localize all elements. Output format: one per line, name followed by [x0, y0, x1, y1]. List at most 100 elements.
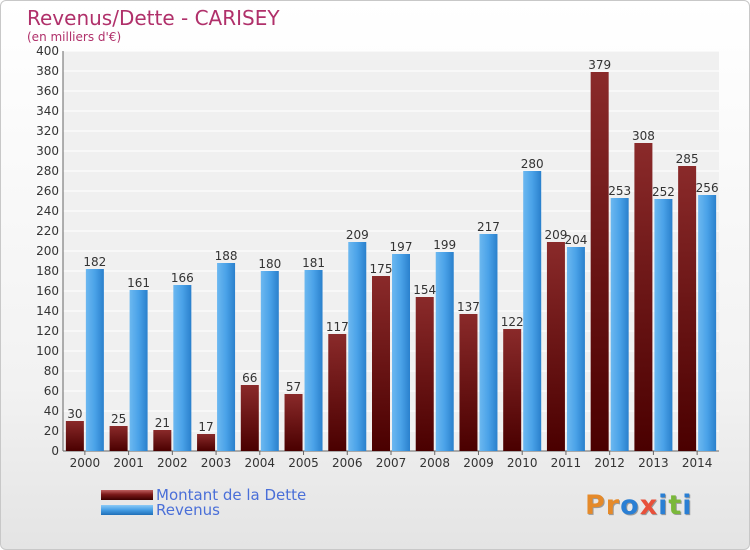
data-label-revenus: 199 [433, 238, 456, 252]
data-label-dette: 117 [326, 320, 349, 334]
x-tick-label: 2003 [201, 456, 232, 470]
bar-dette [65, 421, 84, 451]
y-tick-label: 240 [36, 204, 59, 218]
data-label-dette: 137 [457, 300, 480, 314]
bar-dette [459, 314, 478, 451]
x-tick-label: 2013 [638, 456, 669, 470]
data-label-revenus: 204 [564, 233, 587, 247]
legend-swatch-revenus [101, 505, 153, 515]
y-tick-label: 80 [44, 364, 59, 378]
data-label-revenus: 197 [390, 240, 413, 254]
data-label-revenus: 188 [215, 249, 238, 263]
x-tick-label: 2011 [551, 456, 582, 470]
data-label-dette: 25 [111, 412, 126, 426]
data-label-revenus: 256 [696, 181, 719, 195]
data-label-revenus: 280 [521, 157, 544, 171]
bar-revenus [260, 271, 279, 451]
legend-label-dette: Montant de la Dette [156, 486, 307, 504]
bar-dette [546, 242, 565, 451]
bar-dette [109, 426, 128, 451]
data-label-revenus: 181 [302, 256, 325, 270]
data-label-dette: 209 [544, 228, 567, 242]
bar-revenus [217, 263, 236, 451]
bar-revenus [348, 242, 367, 451]
bar-dette [634, 143, 653, 451]
y-tick-label: 140 [36, 304, 59, 318]
data-label-revenus: 180 [258, 257, 281, 271]
bar-revenus [479, 234, 498, 451]
chart-title: Revenus/Dette - CARISEY [27, 6, 280, 30]
data-label-revenus: 217 [477, 220, 500, 234]
bar-dette [503, 329, 522, 451]
bar-dette [240, 385, 259, 451]
x-tick-label: 2009 [463, 456, 494, 470]
bar-dette [678, 166, 697, 451]
bar-revenus [523, 171, 542, 451]
y-tick-label: 160 [36, 284, 59, 298]
x-tick-label: 2002 [157, 456, 188, 470]
legend-label-revenus: Revenus [156, 501, 220, 519]
y-tick-label: 400 [36, 44, 59, 58]
bar-dette [415, 297, 434, 451]
y-tick-label: 120 [36, 324, 59, 338]
y-tick-label: 280 [36, 164, 59, 178]
y-tick-label: 100 [36, 344, 59, 358]
y-tick-label: 0 [51, 444, 59, 458]
x-tick-label: 2010 [507, 456, 538, 470]
y-tick-label: 20 [44, 424, 59, 438]
bar-revenus [610, 198, 629, 451]
data-label-dette: 175 [370, 262, 393, 276]
y-tick-label: 60 [44, 384, 59, 398]
bar-revenus [85, 269, 104, 451]
data-label-dette: 379 [588, 58, 611, 72]
x-tick-label: 2004 [245, 456, 276, 470]
x-tick-label: 2005 [288, 456, 319, 470]
x-tick-label: 2008 [419, 456, 450, 470]
bar-revenus [173, 285, 192, 451]
bar-dette [153, 430, 172, 451]
data-label-revenus: 252 [652, 185, 675, 199]
bar-revenus [435, 252, 454, 451]
data-label-revenus: 161 [127, 276, 150, 290]
proxiti-logo: Proxiti [585, 490, 693, 521]
data-label-dette: 154 [413, 283, 436, 297]
data-label-dette: 57 [286, 380, 301, 394]
bar-revenus [392, 254, 410, 451]
data-label-dette: 66 [242, 371, 257, 385]
data-label-dette: 30 [67, 407, 82, 421]
data-label-revenus: 209 [346, 228, 369, 242]
y-tick-label: 40 [44, 404, 59, 418]
bar-revenus [129, 290, 148, 451]
x-tick-label: 2000 [70, 456, 101, 470]
y-tick-label: 340 [36, 104, 59, 118]
data-label-dette: 308 [632, 129, 655, 143]
y-tick-label: 200 [36, 244, 59, 258]
bar-dette [590, 72, 609, 451]
bar-dette [284, 394, 303, 451]
data-label-revenus: 182 [83, 255, 106, 269]
bar-revenus [566, 247, 585, 451]
legend-swatch-dette [101, 490, 153, 500]
data-label-revenus: 253 [608, 184, 631, 198]
data-label-dette: 122 [501, 315, 524, 329]
y-tick-label: 380 [36, 64, 59, 78]
data-label-dette: 21 [155, 416, 170, 430]
bar-dette [197, 434, 216, 451]
data-label-revenus: 166 [171, 271, 194, 285]
bar-revenus [698, 195, 717, 451]
x-tick-label: 2001 [113, 456, 144, 470]
bar-dette [372, 276, 390, 451]
data-label-dette: 285 [676, 152, 699, 166]
x-tick-label: 2014 [682, 456, 713, 470]
x-tick-label: 2012 [594, 456, 625, 470]
chart-subtitle: (en milliers d'€) [27, 30, 122, 44]
x-tick-label: 2006 [332, 456, 363, 470]
y-tick-label: 300 [36, 144, 59, 158]
x-tick-label: 2007 [376, 456, 407, 470]
y-tick-label: 260 [36, 184, 59, 198]
data-label-dette: 17 [198, 420, 213, 434]
bar-revenus [304, 270, 323, 451]
bar-revenus [654, 199, 673, 451]
